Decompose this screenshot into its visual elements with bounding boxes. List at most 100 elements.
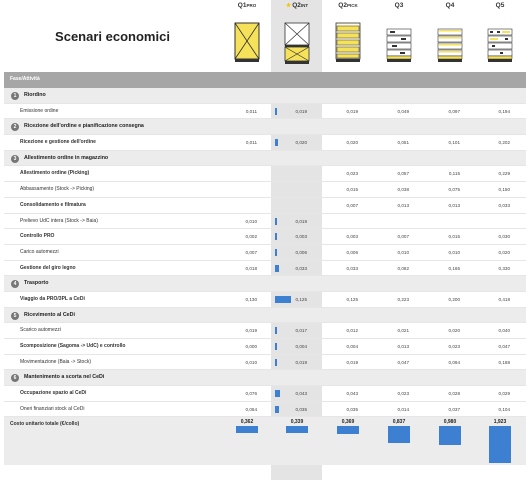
table-row: Allestimento ordine (Picking) 0,023 0,057 0… [4, 166, 526, 183]
value-cell-q5: 0,194 [498, 108, 511, 114]
row-label: Abbassamento (Stock -> Picking) [20, 186, 95, 193]
row-label: Ricezione e gestione dell'ordine [20, 139, 96, 146]
value-cell-q5: 0,150 [498, 187, 511, 193]
table-row: Occupazione spazio al CeDi 0,076 0,043 0,04… [4, 386, 526, 402]
pallet-q2pick-icon [323, 22, 373, 62]
scenario-label: Q1PRO [222, 0, 272, 12]
table-row: Gestione del giro legno 0,018 0,033 0,033 0,… [4, 261, 526, 277]
total-value-q3: 0,837 [392, 419, 406, 426]
q2-value-bar [275, 107, 278, 115]
total-value-q4: 0,980 [443, 419, 457, 426]
row-label: Viaggio da PRO/3PL a CeDi [20, 295, 85, 302]
value-cell-q2pick: 0,012 [346, 328, 359, 334]
value-cell-q1: 0,007 [245, 249, 258, 255]
value-cell-q2: 0,033 [295, 265, 308, 271]
value-cell-q1: 0,064 [245, 406, 258, 412]
value-cell-q4: 0,101 [448, 140, 461, 146]
value-cell-q5: 0,229 [498, 171, 511, 177]
total-row: Costo unitario totale (€/collo) 0,362 0,3… [4, 417, 526, 466]
value-cell-q2pick [318, 214, 358, 230]
scenario-header-q5[interactable]: Q5 [475, 0, 525, 62]
value-cell-q5 [470, 214, 510, 230]
value-cell-q2pick: 0,020 [346, 140, 359, 146]
value-cell-q2pick: 0,003 [346, 234, 359, 240]
pallet-q3-icon [374, 28, 424, 62]
scenario-main: Q4 [445, 2, 455, 9]
table-row: Carico automezzi 0,007 0,006 0,006 0,010 0,01… [4, 245, 526, 261]
total-bar-q3 [388, 426, 410, 443]
value-cell-q3: 0,014 [397, 406, 410, 412]
value-cell-q2: 0,006 [295, 249, 308, 255]
q2-value-bar [275, 217, 278, 225]
scenario-header-q4[interactable]: Q4 [425, 0, 475, 62]
row-label: Occupazione spazio al CeDi [20, 390, 87, 397]
value-cell-q2pick: 0,019 [346, 108, 359, 114]
section-number-badge: 4 [11, 280, 19, 289]
value-cell-q2: 0,020 [295, 140, 308, 146]
value-cell-q4: 0,094 [448, 359, 461, 365]
scenario-header-q1[interactable]: Q1PRO [222, 0, 272, 62]
value-cell-q4: 0,097 [448, 108, 461, 114]
value-cell-q3: 0,038 [397, 187, 410, 193]
section-label: Ricezione dell'ordine e pianificazione c… [24, 123, 144, 130]
value-cell-q5: 0,033 [498, 202, 511, 208]
table-header-label: Fase/Attività [10, 76, 40, 82]
q2-value-bar [275, 358, 278, 366]
value-cell-q5: 0,030 [498, 234, 511, 240]
value-cell-q5: 0,104 [498, 406, 511, 412]
value-cell-q4: 0,037 [448, 406, 461, 412]
total-value-q1: 0,362 [240, 419, 254, 426]
value-cell-q2: 0,017 [295, 328, 308, 334]
q2-value-bar [275, 405, 280, 413]
value-cell-q2: 0,019 [295, 108, 308, 114]
scenario-header-q3[interactable]: Q3 [374, 0, 424, 62]
value-cell-q1: 0,011 [245, 108, 257, 114]
value-cell-q3: 0,021 [397, 328, 410, 334]
table-row: Controllo PRO 0,002 0,003 0,003 0,007 0,015 0,… [4, 229, 526, 245]
scenario-label: Q2PICK [323, 0, 373, 12]
value-cell-q1 [217, 166, 257, 182]
section-row: 3 Allestimento ordine in magazzino [4, 150, 526, 167]
value-cell-q2: 0,019 [295, 218, 308, 224]
value-cell-q5: 0,040 [498, 328, 511, 334]
value-cell-q5: 0,188 [498, 359, 511, 365]
value-cell-q4: 0,023 [448, 344, 461, 349]
value-cell-q4: 0,015 [448, 234, 461, 240]
section-row: 5 Ricevimento al CeDi [4, 307, 526, 324]
value-cell-q1: 0,002 [245, 234, 258, 240]
section-label: Trasporto [24, 280, 49, 287]
value-cell-q2: 0,043 [295, 391, 308, 397]
value-cell-q1 [217, 182, 257, 198]
value-cell-q2pick: 0,023 [346, 171, 359, 177]
value-cell-q1: 0,076 [245, 391, 258, 397]
value-cell-q1: 0,000 [245, 344, 258, 349]
table-row: Viaggio da PRO/3PL a CeDi 0,130 0,125 0,125… [4, 292, 526, 308]
table-row: Scomposizione (Sagoma -> UdC) e controll… [4, 339, 526, 355]
star-icon: ★ [285, 3, 292, 9]
scenario-header-q2pick[interactable]: Q2PICK [323, 0, 373, 62]
value-cell-q3: 0,223 [397, 296, 410, 302]
scenario-main: Q1 [237, 2, 247, 9]
q2-value-bar [275, 343, 277, 350]
value-cell-q2: 0,035 [295, 406, 308, 412]
value-cell-q4: 0,200 [448, 296, 461, 302]
value-cell-q1: 0,019 [245, 328, 258, 334]
total-value-q2: 0,339 [290, 419, 304, 426]
q2-value-bar [275, 295, 291, 303]
section-number-badge: 1 [11, 92, 19, 100]
value-cell-q1: 0,010 [245, 218, 258, 224]
scenario-label: Q4 [425, 0, 475, 12]
value-cell-q1 [217, 198, 257, 214]
row-label: Scomposizione (Sagoma -> UdC) e controll… [20, 343, 126, 349]
table-row: Prelievo UdC intera (Stock -> Baia) 0,010… [4, 214, 526, 230]
scenario-sub: PRO [246, 3, 257, 8]
value-cell-q3: 0,013 [397, 344, 410, 349]
value-cell-q2 [267, 198, 307, 214]
section-label: Allestimento ordine in magazzino [24, 154, 109, 161]
scenario-header-q2[interactable]: ★Q2INT [272, 0, 322, 64]
value-cell-q4: 0,075 [448, 187, 461, 193]
value-cell-q2pick: 0,043 [346, 391, 359, 397]
value-cell-q4: 0,013 [448, 202, 461, 208]
scenario-label: ★Q2INT [272, 0, 322, 12]
value-cell-q4: 0,020 [448, 328, 461, 334]
